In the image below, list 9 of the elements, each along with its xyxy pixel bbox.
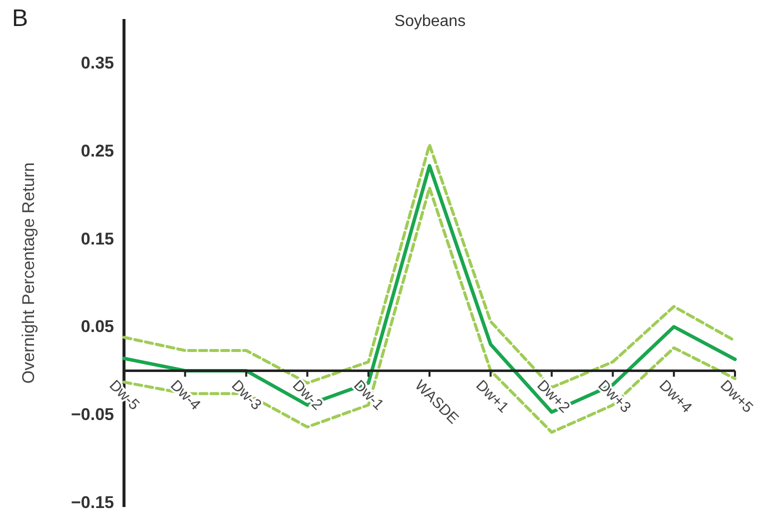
y-tick-label: 0.15 — [80, 229, 114, 248]
y-tick-label: 0.25 — [80, 141, 114, 160]
text: B — [12, 5, 28, 32]
y-tick-label: 0.05 — [80, 317, 114, 336]
y-tick-label: −0.05 — [70, 405, 114, 424]
y-tick-label: 0.35 — [80, 53, 114, 72]
y-tick-label: −0.15 — [70, 493, 114, 512]
y-axis-title: Overnight Percentage Return — [19, 162, 38, 384]
chart-title: Soybeans — [394, 13, 466, 30]
